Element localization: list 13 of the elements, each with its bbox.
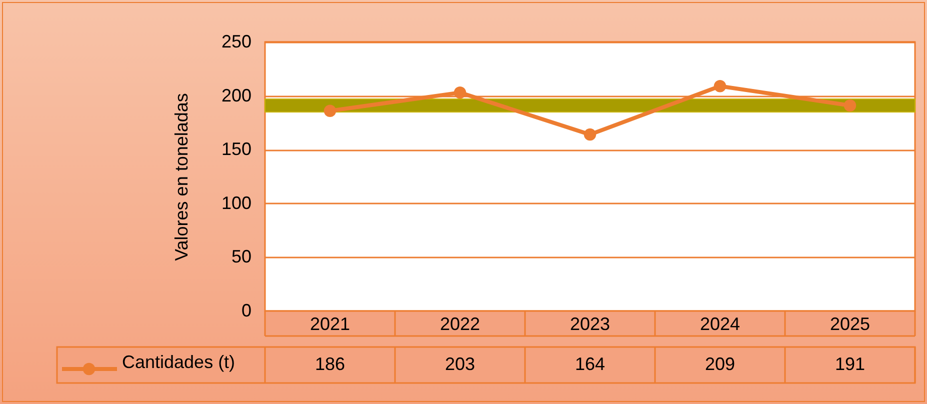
y-tick-label: 150 <box>221 139 252 160</box>
legend-label: Cantidades (t) <box>122 352 236 372</box>
data-label: 164 <box>574 354 606 374</box>
data-label: 186 <box>314 354 346 374</box>
data-label: 209 <box>704 354 736 374</box>
y-axis-title: Valores en toneladas <box>171 93 192 261</box>
y-tick-label: 0 <box>241 300 252 320</box>
data-label: 203 <box>444 354 476 374</box>
y-tick-label: 100 <box>221 192 252 213</box>
y-tick-label: 250 <box>221 32 252 52</box>
y-tick-label: 50 <box>231 246 252 267</box>
data-label: 191 <box>834 354 866 374</box>
y-tick-label: 200 <box>221 85 252 106</box>
